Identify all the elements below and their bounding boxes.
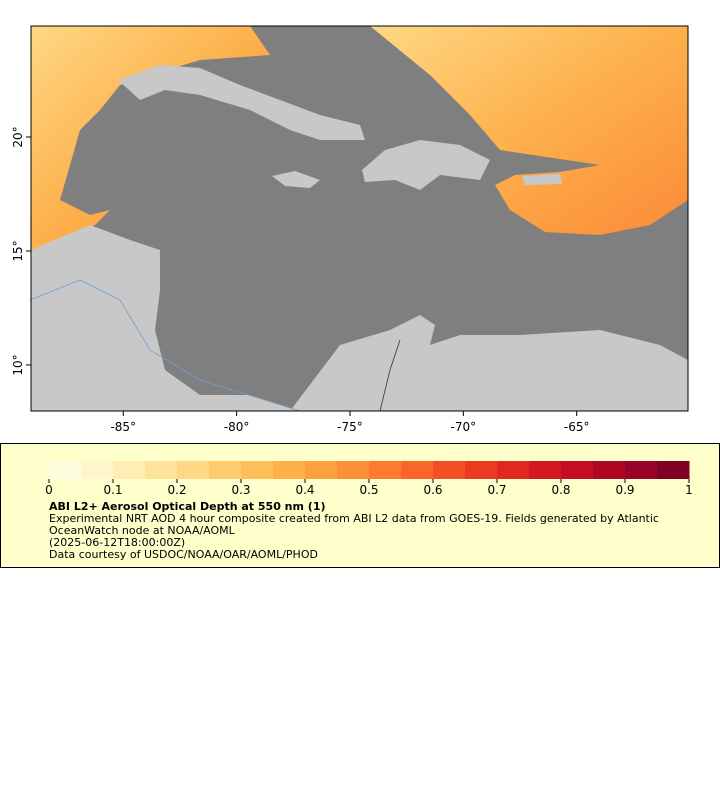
colorbar-swatch [273, 461, 306, 479]
map-frame [30, 25, 689, 412]
borders [379, 339, 401, 412]
colorbar-swatch [305, 461, 338, 479]
y-tick-label: 20° [11, 126, 25, 147]
x-tick-label: -70° [451, 420, 477, 434]
colorbar-swatch [241, 461, 274, 479]
land-jamaica [272, 171, 320, 188]
description: Experimental NRT AOD 4 hour composite cr… [49, 512, 659, 537]
colorbar-swatch [337, 461, 370, 479]
colorbar-swatch [657, 461, 690, 479]
y-tick-label: 15° [11, 240, 25, 261]
aod-field [370, 26, 688, 235]
colorbar-swatch [529, 461, 562, 479]
colorbar-tick-label: 0.2 [167, 483, 186, 497]
land-puerto-rico [522, 174, 562, 185]
colorbar-tick-label: 1 [685, 483, 693, 497]
colorbar-swatch [497, 461, 530, 479]
title: ABI L2+ Aerosol Optical Depth at 550 nm … [49, 500, 326, 513]
land-hispaniola [362, 140, 490, 190]
legend-panel: 0 0.1 0.2 0.3 0.4 0.5 0.6 0.7 0.8 0.9 1 ABI L2+ Ae… [0, 443, 720, 568]
credit: Data courtesy of USDOC/NOAA/OAR/AOML/PHO… [49, 548, 318, 561]
map-chart: -85° -80° -75° -70° -65° 10° 15° 20° [11, 25, 689, 434]
info: ABI L2+ Aerosol Optical Depth at 550 nm … [49, 501, 689, 561]
colorbar-swatch [401, 461, 434, 479]
colorbar-swatch [593, 461, 626, 479]
colorbar-tick-label: 0.9 [615, 483, 634, 497]
aod-field [31, 26, 270, 250]
colorbar-tick-label: 0.6 [423, 483, 442, 497]
land-cuba [118, 65, 365, 140]
x-tick-label: -80° [224, 420, 250, 434]
colorbar-swatch [209, 461, 242, 479]
colorbar-tick-label: 0.1 [103, 483, 122, 497]
colorbar-tick-label: 0.7 [487, 483, 506, 497]
time: (2025-06-12T18:00:00Z) [49, 536, 186, 549]
colorbar-swatch [561, 461, 594, 479]
x-tick-label: -65° [564, 420, 590, 434]
x-tick-label: -85° [110, 420, 136, 434]
colorbar-swatch [113, 461, 146, 479]
colorbar-tick-label: 0 [45, 483, 53, 497]
colorbar: 0 0.1 0.2 0.3 0.4 0.5 0.6 0.7 0.8 0.9 1 [45, 461, 693, 497]
colorbar-swatch [81, 461, 114, 479]
colorbar-swatch [177, 461, 210, 479]
colorbar-swatch [369, 461, 402, 479]
colorbar-swatch [49, 461, 82, 479]
colorbar-swatch [625, 461, 658, 479]
x-tick-label: -75° [337, 420, 363, 434]
land-south-america [290, 315, 688, 411]
colorbar-tick-label: 0.5 [359, 483, 378, 497]
colorbar-tick-label: 0.3 [231, 483, 250, 497]
land-central-america [31, 225, 300, 411]
rivers [29, 279, 301, 412]
colorbar-swatch [145, 461, 178, 479]
colorbar-swatch [465, 461, 498, 479]
colorbar-tick-label: 0.4 [295, 483, 314, 497]
colorbar-swatch [433, 461, 466, 479]
colorbar-tick-label: 0.8 [551, 483, 570, 497]
y-tick-label: 10° [11, 354, 25, 375]
